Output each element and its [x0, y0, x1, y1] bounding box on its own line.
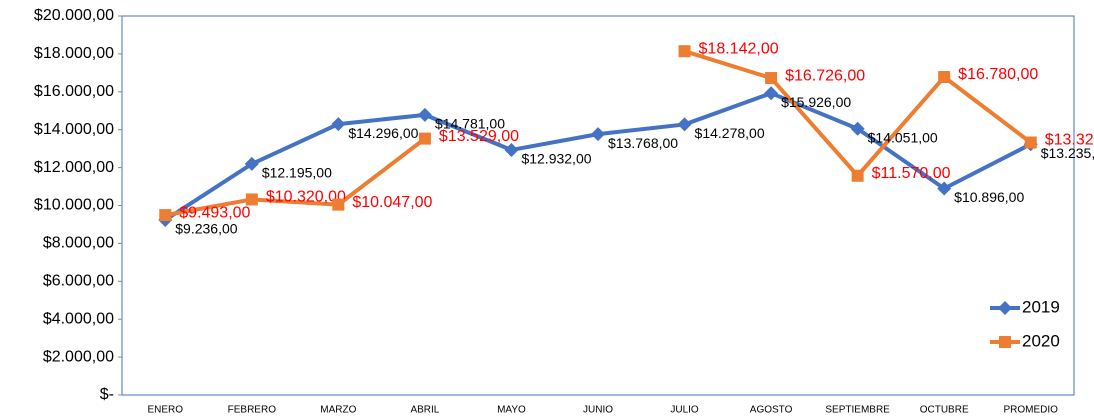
data-point [937, 181, 952, 196]
data-label: $18.142,00 [699, 40, 779, 57]
legend-label: 2019 [1022, 297, 1060, 316]
data-point [331, 117, 346, 132]
data-label: $13.325,00 [1045, 132, 1094, 149]
data-label: $14.296,00 [348, 125, 418, 141]
data-label: $9.236,00 [175, 221, 237, 237]
data-point [417, 107, 432, 122]
y-tick-label: $18.000,00 [34, 45, 114, 62]
y-tick-label: $16.000,00 [34, 83, 114, 100]
data-point [245, 193, 258, 206]
x-tick-label: ABRIL [410, 405, 439, 416]
data-label: $11.570,00 [872, 165, 951, 182]
data-point [244, 156, 259, 171]
data-label: $12.932,00 [521, 151, 591, 167]
data-label: $14.781,00 [435, 116, 505, 132]
x-tick-label: MARZO [320, 405, 356, 416]
y-tick-label: $8.000,00 [43, 235, 114, 252]
x-tick-label: OCTUBRE [920, 405, 969, 416]
x-tick-label: AGOSTO [750, 405, 793, 416]
data-point [851, 169, 864, 182]
data-label: $12.195,00 [262, 165, 332, 181]
y-tick-label: $20.000,00 [34, 7, 114, 24]
data-point [764, 86, 779, 101]
data-point [938, 71, 951, 84]
x-tick-label: SEPTIEMBRE [825, 405, 890, 416]
data-label: $9.493,00 [179, 204, 250, 221]
y-tick-label: $2.000,00 [43, 348, 114, 365]
data-label: $16.780,00 [958, 66, 1038, 83]
y-tick-label: $- [100, 386, 114, 403]
data-label: $10.320,00 [266, 189, 346, 206]
x-tick-label: FEBRERO [228, 405, 277, 416]
data-label: $15.926,00 [781, 94, 851, 110]
y-tick-label: $6.000,00 [43, 273, 114, 290]
y-tick-label: $14.000,00 [34, 121, 114, 138]
data-point [591, 127, 605, 142]
legend-marker [999, 336, 1011, 348]
data-point [765, 72, 778, 85]
data-point [677, 117, 692, 132]
y-tick-label: $12.000,00 [34, 159, 114, 176]
data-point [504, 142, 519, 157]
data-label: $16.726,00 [785, 67, 865, 84]
data-point [159, 209, 172, 222]
y-tick-label: $10.000,00 [34, 197, 114, 214]
data-point [850, 121, 865, 136]
legend-marker [998, 301, 1012, 315]
data-label: $13.768,00 [608, 135, 678, 151]
x-tick-label: JUNIO [583, 405, 613, 416]
data-label: $10.896,00 [954, 189, 1024, 205]
x-tick-label: ENERO [147, 405, 183, 416]
x-tick-label: PROMEDIO [1004, 405, 1059, 416]
data-label: $14.051,00 [868, 129, 938, 145]
data-point [678, 45, 691, 58]
data-label: $13.235,00 [1041, 145, 1094, 161]
plot-frame [121, 15, 1075, 396]
data-point [332, 198, 345, 211]
data-label: $10.047,00 [352, 194, 432, 211]
legend-label: 2020 [1022, 331, 1060, 350]
data-label: $13.529,00 [439, 128, 519, 145]
x-tick-label: JULIO [670, 405, 699, 416]
data-label: $14.278,00 [695, 125, 765, 141]
y-tick-label: $4.000,00 [43, 310, 114, 327]
x-tick-label: MAYO [497, 405, 526, 416]
data-point [418, 132, 431, 145]
data-point [1024, 136, 1037, 149]
